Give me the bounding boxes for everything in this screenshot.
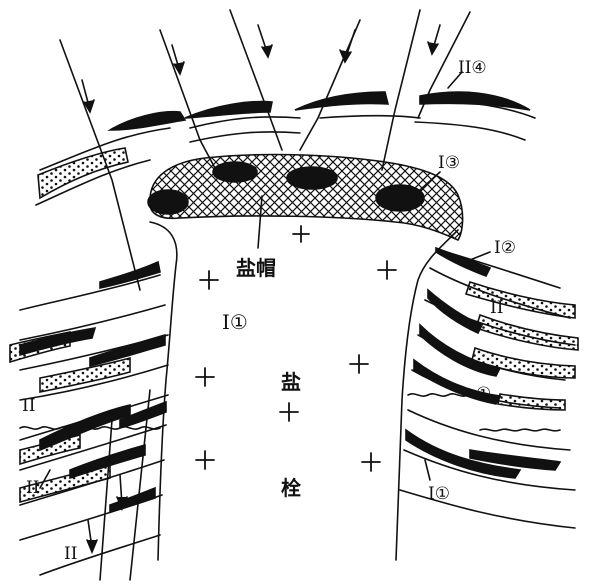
fault-upper-2 <box>159 29 216 169</box>
fault-upper-5 <box>381 9 421 171</box>
leader-II4 <box>447 71 463 89</box>
right-black-wedge-5 <box>405 428 522 479</box>
right-unconformity-lower <box>479 428 561 432</box>
label-zone-I2: I② <box>494 238 516 258</box>
upper-stratum-2 <box>35 159 151 206</box>
cap-inclusion-4 <box>375 184 425 212</box>
fault-lower-2 <box>129 389 151 581</box>
upper-stratum-3 <box>189 116 301 129</box>
left-black-wedge-5 <box>119 400 167 430</box>
fault-upper-1 <box>59 39 141 291</box>
salt-cross <box>361 452 381 472</box>
right-flank-stratum-8 <box>399 489 576 529</box>
left-flank-stratum-1 <box>19 274 161 311</box>
left-unconformity <box>19 426 161 430</box>
leader-I2 <box>469 251 491 261</box>
label-salt: 盐 <box>281 370 301 394</box>
leader-I1-lower <box>424 459 431 481</box>
salt-cross <box>349 354 369 374</box>
right-sand-layer-1 <box>464 280 576 319</box>
fault-upper-6 <box>417 11 471 119</box>
left-sand-layer-3 <box>19 433 81 466</box>
black-lens-upper-2 <box>184 100 273 119</box>
label-zone-II-left-mid: II <box>22 396 36 416</box>
right-black-wedge-4 <box>413 358 502 405</box>
label-zone-II-left-bottom: II <box>64 544 78 564</box>
right-sand-layer-2 <box>475 313 579 351</box>
upper-stratum-7 <box>414 121 526 141</box>
right-flank-stratum-6 <box>407 409 571 451</box>
fault-arrow-2-head <box>173 61 185 76</box>
black-lens-upper-4 <box>419 91 531 111</box>
upper-stratum-4 <box>189 131 301 143</box>
salt-cross <box>279 402 299 422</box>
salt-plug-left-boundary <box>149 221 178 561</box>
upper-stratum-5 <box>319 114 421 119</box>
left-flank-stratum-6 <box>19 424 167 471</box>
upper-stratum-1 <box>39 127 171 171</box>
label-circle-1: ① <box>476 384 492 404</box>
right-flank-stratum-7 <box>403 449 576 491</box>
left-black-wedge-3 <box>89 333 166 368</box>
left-flank-stratum-4 <box>19 364 169 401</box>
left-black-wedge-7 <box>109 486 156 514</box>
label-zone-II-right: II <box>490 298 504 318</box>
fault-upper-3 <box>229 9 283 151</box>
label-zone-II4: II④ <box>458 58 487 78</box>
salt-cross <box>195 450 215 470</box>
cap-inclusion-1 <box>147 189 189 215</box>
left-flank-stratum-2 <box>19 304 166 341</box>
cap-inclusion-2 <box>212 161 258 183</box>
fault-arrow-1-head <box>83 99 95 114</box>
black-lens-upper-3 <box>294 91 390 111</box>
right-black-wedge-6 <box>469 449 562 471</box>
right-black-wedge-1 <box>435 246 492 278</box>
fault-arrow-6-head <box>86 539 98 555</box>
label-zone-I3: I③ <box>438 153 460 173</box>
right-sand-layer-4 <box>497 393 566 411</box>
fault-arrow-7-head <box>116 496 128 512</box>
left-sand-layer-2 <box>39 356 131 393</box>
fault-arrow-4-head <box>339 49 352 64</box>
label-zone-II-left-low: II <box>26 478 40 498</box>
salt-markers <box>195 225 397 472</box>
cap-inclusion-3 <box>286 166 338 190</box>
leader-cap-rock <box>257 195 263 249</box>
salt-cross <box>199 270 219 290</box>
right-sand-layer-3 <box>471 346 576 379</box>
left-black-wedge-1 <box>99 260 161 289</box>
label-zone-I1-center: I① <box>222 310 248 334</box>
label-zone-I1-lower: I① <box>428 484 450 504</box>
label-cap-rock: 盐帽 <box>236 256 276 280</box>
leader-I3 <box>419 171 441 191</box>
fault-arrow-3-head <box>261 44 273 59</box>
left-flank-stratum-9 <box>39 534 161 576</box>
fault-arrow-5-head <box>427 41 439 56</box>
left-sand-layer-1 <box>9 331 71 364</box>
salt-cross <box>377 260 397 280</box>
salt-cross <box>292 225 310 243</box>
right-unconformity <box>407 393 469 397</box>
leader-II-left-low <box>39 469 51 489</box>
left-sand-layer-4 <box>19 463 111 504</box>
label-plug: 栓 <box>281 476 301 500</box>
black-lens-upper-1 <box>107 110 187 131</box>
salt-plug-right-boundary <box>395 229 459 561</box>
salt-cross <box>195 367 215 387</box>
fault-lower-1 <box>99 419 113 581</box>
